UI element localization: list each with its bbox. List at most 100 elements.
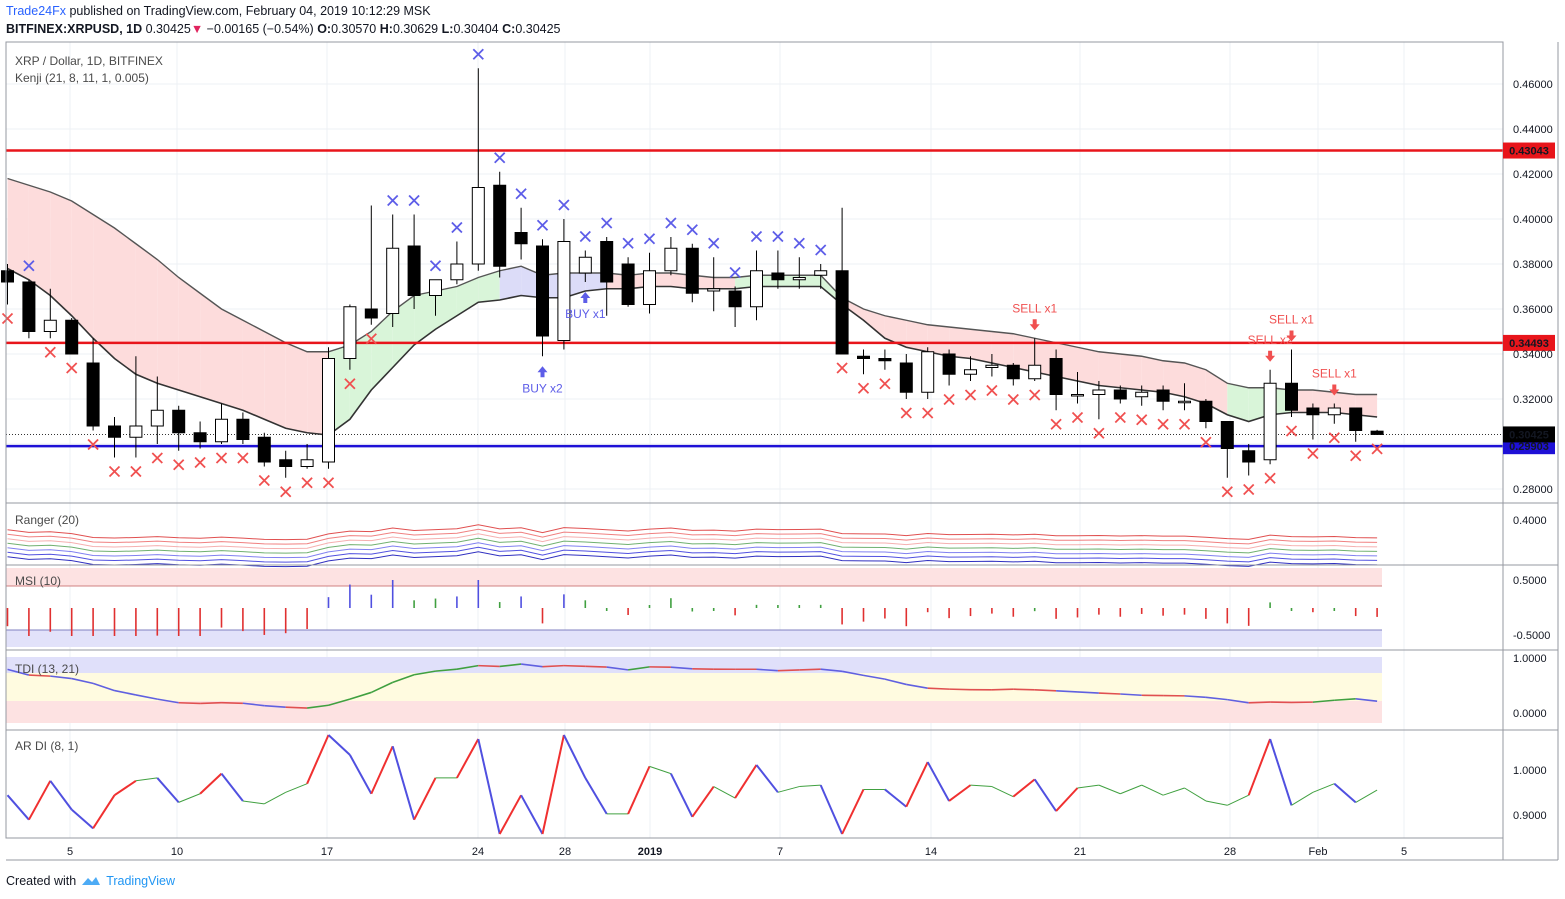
sell-x-marker <box>943 393 955 406</box>
ranger-band-line <box>7 528 1378 545</box>
sell-x-marker <box>258 474 270 487</box>
candle-body <box>1370 430 1384 435</box>
candle-body <box>1135 391 1149 398</box>
price-tick: 0.40000 <box>1513 214 1553 226</box>
sell-x-marker <box>44 346 56 358</box>
ardi-line-segment <box>991 786 1014 798</box>
candle-body <box>407 245 421 296</box>
ardi-line-segment <box>71 808 94 830</box>
candle-body <box>814 270 828 276</box>
sell-signal-label: SELL x1 <box>1269 313 1314 327</box>
signal-labels: BUY x2 BUY x1 SELL x1 SELL x2 SELL x1 SELL x1 <box>522 292 1357 396</box>
candle-body <box>578 256 592 274</box>
ardi-line-segment <box>92 794 116 829</box>
sell-signal-label: SELL x2 <box>1248 333 1293 347</box>
msi-lower-zone <box>6 630 1382 647</box>
tdi-line-segment <box>114 689 137 696</box>
tdi-line-segment <box>242 702 265 707</box>
tdi-line-segment <box>328 698 351 707</box>
tdi-line-segment <box>1227 698 1249 704</box>
candle-body <box>1306 407 1320 416</box>
tdi-line-segment <box>1098 692 1121 695</box>
candle-body <box>899 362 913 393</box>
tdi-line-segment <box>28 674 51 677</box>
high-label: H: <box>379 22 393 36</box>
sell-x-marker <box>986 384 998 397</box>
indicator-panes <box>6 524 1382 835</box>
ardi-line-segment <box>1012 778 1036 798</box>
buy-x-marker <box>536 219 549 231</box>
kenji-indicator-label: Kenji (21, 8, 11, 1, 0.005) <box>15 71 149 85</box>
sell-x-marker <box>1114 411 1126 424</box>
ardi-line-segment <box>777 786 800 793</box>
tdi-line-segment <box>370 681 394 694</box>
buy-x-marker <box>408 194 420 207</box>
last-price: 0.30425 <box>145 22 191 36</box>
ardi-line-segment <box>49 780 73 811</box>
candle-body <box>386 247 400 314</box>
tdi-line-segment <box>1056 689 1078 693</box>
candle-body <box>750 270 763 308</box>
candle-body <box>150 409 164 427</box>
time-tick: 2019 <box>638 846 662 858</box>
publish-info: Trade24Fx published on TradingView.com, … <box>6 4 431 18</box>
cloud-segment <box>991 331 1014 368</box>
sell-x-marker <box>836 362 848 374</box>
tdi-line-segment <box>178 701 201 705</box>
candle-body <box>450 263 464 281</box>
candle-body <box>985 364 999 368</box>
time-tick: 21 <box>1074 846 1086 858</box>
buy-x-marker <box>750 230 763 243</box>
buy-signal-label: BUY x1 <box>565 307 606 321</box>
ardi-line-segment <box>178 793 201 803</box>
ardi-line-segment <box>327 734 351 756</box>
ardi-line-segment <box>220 772 244 802</box>
candle-body <box>1199 400 1213 422</box>
ranger-band-line <box>7 524 1378 541</box>
tdi-line-segment <box>135 694 158 700</box>
sell-x-marker <box>322 477 335 489</box>
tdi-line-segment <box>1013 688 1035 691</box>
buy-x-marker <box>451 221 463 234</box>
msi-upper-zone <box>6 568 1382 586</box>
sell-x-marker <box>879 378 891 390</box>
ardi-line-segment <box>1227 794 1249 806</box>
buy-x-marker <box>23 260 35 272</box>
ranger-label: Ranger (20) <box>15 513 79 527</box>
ardi-line-segment <box>1333 782 1357 804</box>
candle-body <box>22 281 36 332</box>
ardi-line-segment <box>1098 784 1121 795</box>
cloud-segment <box>157 259 179 390</box>
sell-x-marker <box>151 452 163 464</box>
level-lines <box>6 149 1503 448</box>
footer: Created with TradingView <box>6 874 175 888</box>
ardi-line-segment <box>1141 784 1164 796</box>
candle-body <box>643 270 656 305</box>
down-triangle-icon: ▼ <box>190 22 204 36</box>
cloud-segment <box>1184 363 1206 404</box>
cloud-segment <box>7 178 29 280</box>
candle-body <box>493 184 507 267</box>
tradingview-brand[interactable]: TradingView <box>106 874 175 888</box>
ardi-line-segment <box>905 761 929 808</box>
candle-body <box>792 277 806 281</box>
price-tick: 0.38000 <box>1513 259 1553 271</box>
candle-body <box>1071 394 1084 397</box>
publisher-name[interactable]: Trade24Fx <box>6 4 66 18</box>
tdi-line-segment <box>264 704 286 709</box>
symbol-quote-bar: BITFINEX:XRPUSD, 1D 0.30425▼ −0.00165 (−… <box>6 22 561 36</box>
candle-body <box>1156 389 1170 402</box>
candle-body <box>557 241 571 341</box>
tdi-line-segment <box>435 668 457 672</box>
tdi-line-segment <box>756 668 778 672</box>
tdi-line-segment <box>413 670 436 676</box>
time-tick: 5 <box>1401 846 1407 858</box>
time-tick: Feb <box>1309 846 1328 858</box>
tdi-line-segment <box>349 691 372 700</box>
tdi-line-segment <box>1077 691 1099 694</box>
level-tag-1 <box>1503 334 1555 351</box>
time-axis[interactable]: 5 10 17 24 28 2019 7 14 21 28 Feb 5 <box>67 846 1407 858</box>
cloud-segment <box>713 277 736 289</box>
